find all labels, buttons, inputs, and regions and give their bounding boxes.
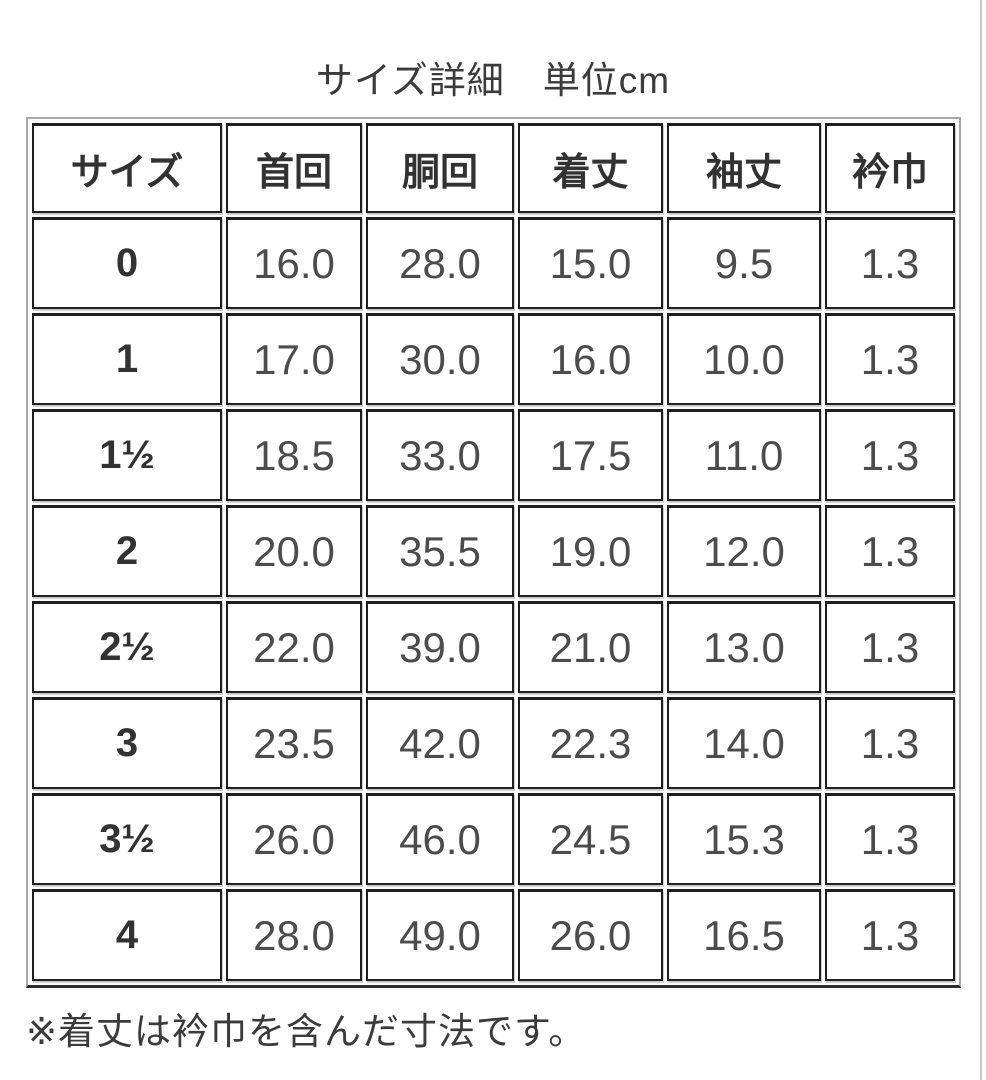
value-cell: 17.5 [518, 409, 663, 501]
column-header-sleeve: 袖丈 [667, 123, 821, 213]
column-header-length: 着丈 [518, 123, 663, 213]
value-cell: 16.5 [667, 889, 821, 981]
table-row: 3 23.5 42.0 22.3 14.0 1.3 [32, 697, 955, 789]
size-cell: 2½ [32, 601, 222, 693]
value-cell: 30.0 [366, 313, 514, 405]
value-cell: 42.0 [366, 697, 514, 789]
value-cell: 18.5 [226, 409, 362, 501]
value-cell: 14.0 [667, 697, 821, 789]
value-cell: 12.0 [667, 505, 821, 597]
value-cell: 26.0 [518, 889, 663, 981]
value-cell: 1.3 [825, 313, 955, 405]
column-header-size: サイズ [32, 123, 222, 213]
table-row: 1 17.0 30.0 16.0 10.0 1.3 [32, 313, 955, 405]
value-cell: 23.5 [226, 697, 362, 789]
size-cell: 4 [32, 889, 222, 981]
value-cell: 13.0 [667, 601, 821, 693]
size-spec-table: サイズ 首回 胴回 着丈 袖丈 衿巾 0 16.0 28.0 15.0 9.5 … [26, 117, 961, 988]
size-cell: 3½ [32, 793, 222, 885]
value-cell: 1.3 [825, 793, 955, 885]
value-cell: 39.0 [366, 601, 514, 693]
size-cell: 0 [32, 217, 222, 309]
value-cell: 1.3 [825, 505, 955, 597]
table-row: 3½ 26.0 46.0 24.5 15.3 1.3 [32, 793, 955, 885]
value-cell: 9.5 [667, 217, 821, 309]
value-cell: 21.0 [518, 601, 663, 693]
column-header-neck: 首回 [226, 123, 362, 213]
value-cell: 11.0 [667, 409, 821, 501]
value-cell: 26.0 [226, 793, 362, 885]
value-cell: 15.0 [518, 217, 663, 309]
table-row: 1½ 18.5 33.0 17.5 11.0 1.3 [32, 409, 955, 501]
value-cell: 33.0 [366, 409, 514, 501]
size-cell: 2 [32, 505, 222, 597]
column-header-girth: 胴回 [366, 123, 514, 213]
value-cell: 28.0 [366, 217, 514, 309]
size-cell: 3 [32, 697, 222, 789]
value-cell: 15.3 [667, 793, 821, 885]
value-cell: 1.3 [825, 889, 955, 981]
table-row: 2 20.0 35.5 19.0 12.0 1.3 [32, 505, 955, 597]
value-cell: 17.0 [226, 313, 362, 405]
value-cell: 22.0 [226, 601, 362, 693]
value-cell: 24.5 [518, 793, 663, 885]
value-cell: 1.3 [825, 217, 955, 309]
page-title: サイズ詳細 単位cm [315, 60, 671, 101]
value-cell: 10.0 [667, 313, 821, 405]
value-cell: 1.3 [825, 697, 955, 789]
size-note: ※着丈は衿巾を含んだ寸法です。 [26, 1011, 587, 1052]
value-cell: 19.0 [518, 505, 663, 597]
value-cell: 46.0 [366, 793, 514, 885]
value-cell: 1.3 [825, 409, 955, 501]
value-cell: 16.0 [518, 313, 663, 405]
value-cell: 20.0 [226, 505, 362, 597]
value-cell: 28.0 [226, 889, 362, 981]
size-cell: 1 [32, 313, 222, 405]
header-row: サイズ 首回 胴回 着丈 袖丈 衿巾 [32, 123, 955, 213]
value-cell: 35.5 [366, 505, 514, 597]
value-cell: 1.3 [825, 601, 955, 693]
table-row: 4 28.0 49.0 26.0 16.5 1.3 [32, 889, 955, 981]
page-edge-line [980, 0, 982, 1080]
size-cell: 1½ [32, 409, 222, 501]
column-header-collar: 衿巾 [825, 123, 955, 213]
table-row: 2½ 22.0 39.0 21.0 13.0 1.3 [32, 601, 955, 693]
table-row: 0 16.0 28.0 15.0 9.5 1.3 [32, 217, 955, 309]
value-cell: 16.0 [226, 217, 362, 309]
value-cell: 49.0 [366, 889, 514, 981]
value-cell: 22.3 [518, 697, 663, 789]
